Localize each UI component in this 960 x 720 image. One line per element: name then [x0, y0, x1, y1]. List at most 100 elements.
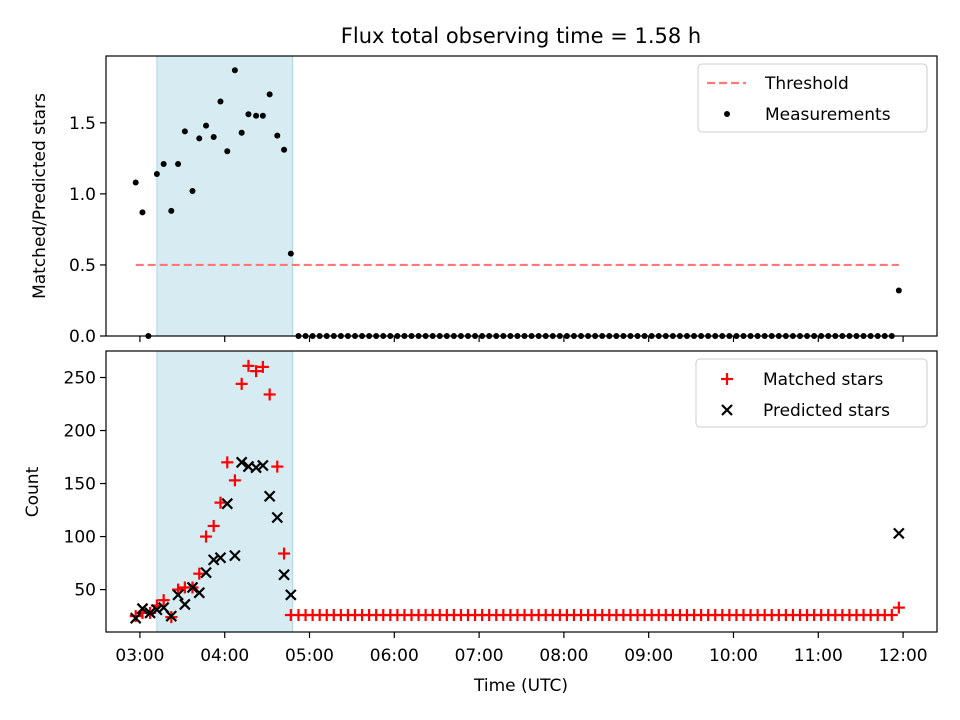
bottom-x-ticks: 03:00 04:00 05:00 06:00 07:00 08:00 09:00 10:00…	[115, 632, 928, 666]
matched-star-point	[214, 496, 227, 509]
predicted-star-point	[893, 527, 905, 540]
measurement-point	[259, 112, 266, 119]
measurement-point	[160, 161, 167, 168]
predicted-star-point	[229, 549, 241, 562]
x-axis-label: Time (UTC)	[473, 676, 568, 696]
measurement-point	[281, 146, 288, 153]
measurement-point	[253, 112, 260, 119]
measurement-point	[274, 132, 281, 139]
measurement-point	[181, 128, 188, 135]
predicted-star-point	[179, 598, 191, 611]
bottom-axes-frame	[105, 350, 938, 633]
legend-predicted-label: Predicted stars	[763, 401, 890, 421]
matched-star-point	[207, 519, 220, 532]
matched-star-point	[200, 530, 213, 543]
x-tick-label: 09:00	[624, 646, 673, 666]
top-axes-frame	[105, 55, 938, 337]
x-tick-label: 08:00	[539, 646, 588, 666]
measurement-point	[153, 170, 160, 177]
matched-star-point	[242, 359, 255, 372]
top-shaded-span	[156, 55, 294, 337]
predicted-star-point	[193, 586, 206, 599]
bottom-y-tick-label: 50	[74, 581, 96, 601]
measurement-point	[224, 148, 231, 155]
top-y-tick-label: 0.5	[69, 256, 96, 276]
bottom-panel: 50 100 150 200 250 03:00 04:00 05:00 06:00 07:00…	[23, 350, 938, 696]
legend-measurements-label: Measurements	[765, 105, 891, 125]
matched-star-point	[129, 610, 142, 623]
matched-star-point	[892, 601, 905, 614]
measurement-point	[196, 135, 203, 142]
predicted-star-point	[263, 490, 276, 503]
matched-star-point	[263, 388, 276, 401]
bottom-y-tick-label: 100	[64, 528, 96, 548]
top-y-tick-label: 1.0	[69, 185, 96, 205]
matched-star-point	[278, 547, 291, 560]
bottom-marks	[129, 359, 905, 624]
x-tick-label: 07:00	[455, 646, 504, 666]
predicted-star-point	[250, 461, 262, 474]
measurement-point	[139, 209, 146, 216]
top-legend-box	[697, 63, 928, 133]
bottom-y-tick-label: 200	[64, 422, 96, 442]
measurement-point	[132, 179, 139, 186]
matched-star-point	[228, 474, 241, 487]
x-tick-label: 10:00	[709, 646, 758, 666]
chart-title: Flux total observing time = 1.58 h	[341, 24, 701, 48]
x-tick-label: 05:00	[285, 646, 334, 666]
legend-matched-label: Matched stars	[763, 370, 883, 390]
bottom-y-ticks: 50 100 150 200 250	[64, 369, 106, 601]
top-y-tick-label: 1.5	[69, 114, 96, 134]
legend-matched-swatch	[721, 373, 733, 385]
predicted-star-point	[271, 511, 284, 524]
predicted-star-point	[214, 551, 227, 564]
top-marks	[132, 67, 902, 339]
measurement-point	[895, 287, 902, 294]
predicted-star-point	[144, 607, 156, 619]
predicted-star-point	[165, 610, 178, 622]
predicted-star-point	[285, 589, 297, 601]
measurement-point	[266, 91, 273, 98]
top-legend: Threshold Measurements	[697, 63, 928, 133]
x-tick-label: 11:00	[794, 646, 843, 666]
measurement-point	[231, 67, 238, 74]
predicted-star-point	[151, 603, 163, 616]
predicted-star-point	[278, 568, 290, 581]
matched-star-point	[221, 456, 234, 469]
legend-measurements-swatch	[724, 111, 730, 117]
predicted-star-point	[172, 589, 184, 601]
measurement-point	[175, 161, 182, 168]
measurement-point	[245, 111, 252, 118]
top-y-tick-label: 0.0	[69, 327, 96, 347]
bottom-y-tick-label: 150	[64, 475, 96, 495]
top-y-axis-label: Matched/Predicted stars	[30, 93, 50, 299]
bottom-y-tick-label: 250	[64, 369, 96, 389]
predicted-star-point	[200, 566, 212, 579]
matched-star-point	[235, 377, 248, 390]
matched-star-point	[250, 365, 263, 378]
legend-predicted-swatch	[721, 404, 733, 416]
top-x-ticks	[139, 336, 904, 342]
predicted-star-point	[207, 554, 220, 566]
bottom-y-axis-label: Count	[23, 466, 43, 517]
measurement-point	[189, 188, 196, 195]
predicted-star-point	[257, 459, 269, 472]
measurement-point	[203, 122, 210, 129]
matched-star-point	[271, 460, 284, 473]
measurement-point	[168, 207, 175, 214]
matched-star-point	[885, 609, 898, 622]
measurement-point	[287, 250, 294, 257]
measurement-point	[238, 129, 245, 136]
matched-star-point	[256, 360, 269, 373]
measurement-point	[217, 98, 224, 105]
matched-star-point	[193, 567, 206, 580]
bottom-legend-box	[695, 358, 928, 428]
top-panel: 0.0 0.5 1.0 1.5 Matched/Predicted stars Thr…	[30, 55, 938, 347]
predicted-star-point	[129, 612, 142, 624]
matched-star-point	[157, 594, 170, 607]
measurement-point	[210, 134, 217, 141]
predicted-star-point	[136, 602, 149, 615]
legend-threshold-label: Threshold	[764, 74, 849, 94]
bottom-legend: Matched stars Predicted stars	[695, 358, 928, 428]
